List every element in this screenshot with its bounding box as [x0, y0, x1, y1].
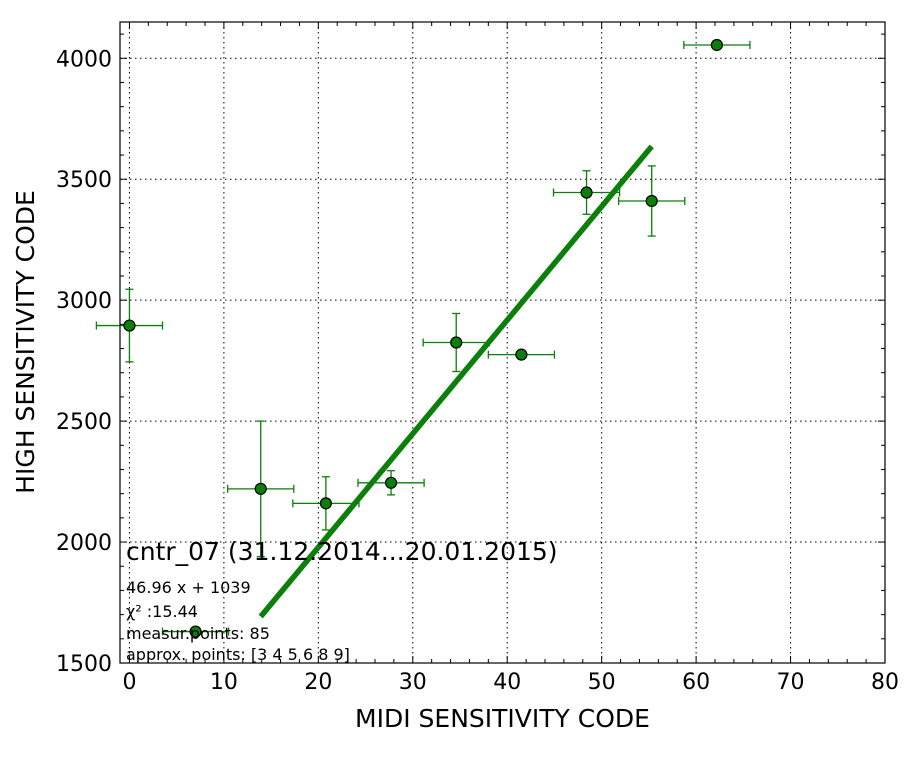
point-marker	[580, 186, 593, 199]
data-point	[552, 170, 621, 215]
tick-label-layer: 0 10 20 30 40 50 60 70 80 1500 2000 2500 3000 3500 400…	[56, 47, 899, 695]
chart-title: cntr_07 (31.12.2014...20.01.2015)	[126, 537, 558, 566]
data-point	[683, 38, 751, 52]
fit-line	[258, 144, 654, 619]
measured-points-count: measur.points: 85	[126, 624, 270, 643]
data-point	[161, 625, 230, 638]
y-tick-label: 3500	[56, 168, 112, 193]
data-point	[292, 476, 360, 531]
data-layer	[95, 38, 751, 638]
fit-equation: 46.96 x + 1039	[126, 578, 251, 597]
x-tick-label: 80	[871, 670, 899, 695]
point-marker	[254, 482, 267, 495]
x-axis-label: MIDI SENSITIVITY CODE	[355, 704, 650, 733]
x-tick-label: 40	[493, 670, 521, 695]
point-marker	[319, 497, 332, 510]
x-tick-label: 10	[210, 670, 238, 695]
point-marker	[384, 476, 398, 489]
y-tick-label: 2500	[56, 410, 112, 435]
point-marker	[515, 348, 528, 361]
fit-layer	[258, 144, 654, 619]
data-point	[95, 288, 164, 363]
x-tick-label: 50	[588, 670, 616, 695]
y-tick-label: 3000	[56, 289, 112, 314]
plot-frame	[119, 21, 886, 664]
point-marker	[645, 194, 658, 208]
tick-layer	[120, 22, 886, 664]
x-tick-label: 70	[777, 670, 805, 695]
grid-layer	[120, 22, 885, 663]
x-tick-label: 0	[122, 670, 136, 695]
y-tick-label: 1500	[56, 652, 112, 677]
point-marker	[450, 336, 463, 349]
data-point	[357, 470, 425, 496]
data-point	[487, 348, 556, 361]
data-point	[422, 312, 490, 373]
data-point	[618, 165, 686, 237]
approx-points-list: approx. points: [3 4 5 6 8 9]	[126, 645, 350, 664]
x-tick-label: 20	[304, 670, 332, 695]
data-point	[227, 420, 295, 558]
point-marker	[189, 625, 202, 638]
chi-square-value: χ² :15.44	[126, 602, 198, 621]
y-axis-label: HIGH SENSITIVITY CODE	[11, 190, 40, 494]
y-tick-label: 4000	[56, 47, 112, 72]
x-tick-label: 30	[399, 670, 427, 695]
point-marker	[710, 38, 723, 52]
x-tick-label: 60	[682, 670, 710, 695]
y-tick-label: 2000	[56, 531, 112, 556]
point-marker	[123, 319, 136, 332]
